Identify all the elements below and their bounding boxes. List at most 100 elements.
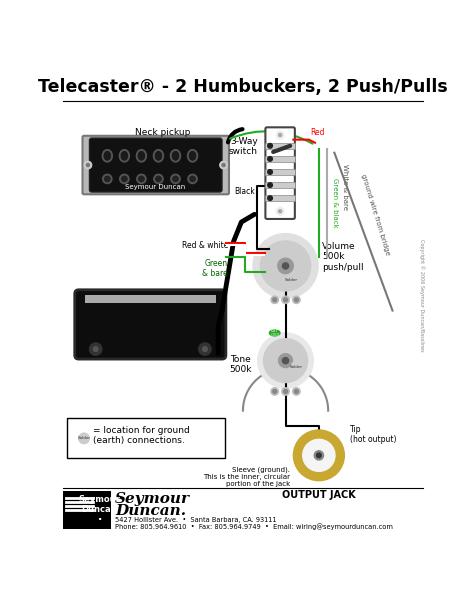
Circle shape — [222, 164, 225, 167]
Ellipse shape — [190, 152, 196, 160]
Ellipse shape — [155, 152, 162, 160]
Circle shape — [273, 389, 277, 394]
Text: Volume
500k
push/pull: Volume 500k push/pull — [322, 242, 364, 271]
Circle shape — [271, 388, 279, 395]
Circle shape — [268, 170, 273, 174]
Text: 5427 Hollister Ave.  •  Santa Barbara, CA. 93111: 5427 Hollister Ave. • Santa Barbara, CA.… — [115, 517, 276, 523]
Circle shape — [173, 176, 178, 181]
Circle shape — [283, 389, 288, 394]
Ellipse shape — [173, 152, 179, 160]
Circle shape — [279, 353, 292, 368]
Circle shape — [188, 174, 197, 183]
Circle shape — [120, 174, 129, 183]
Circle shape — [271, 296, 279, 304]
Circle shape — [268, 183, 273, 187]
Circle shape — [276, 131, 284, 139]
Circle shape — [219, 161, 228, 169]
Ellipse shape — [138, 152, 145, 160]
Text: Telecaster® - 2 Humbuckers, 2 Push/Pulls: Telecaster® - 2 Humbuckers, 2 Push/Pulls — [38, 78, 448, 96]
Text: .: . — [98, 512, 102, 522]
Text: ground wire from bridge: ground wire from bridge — [360, 173, 391, 256]
Circle shape — [294, 431, 344, 480]
Circle shape — [278, 258, 293, 274]
FancyBboxPatch shape — [265, 128, 295, 219]
Text: 3-Way
switch: 3-Way switch — [228, 137, 258, 156]
Text: Solder: Solder — [290, 365, 303, 369]
Circle shape — [261, 241, 310, 291]
Circle shape — [283, 358, 289, 364]
Circle shape — [268, 156, 273, 161]
Circle shape — [268, 144, 273, 148]
Text: Red: Red — [310, 128, 325, 137]
Circle shape — [314, 450, 324, 460]
Circle shape — [279, 210, 282, 213]
Circle shape — [258, 333, 313, 388]
Circle shape — [292, 296, 300, 304]
Ellipse shape — [102, 150, 112, 162]
Circle shape — [171, 174, 180, 183]
FancyBboxPatch shape — [67, 418, 225, 458]
Circle shape — [90, 343, 102, 355]
Circle shape — [93, 347, 98, 352]
Circle shape — [199, 343, 211, 355]
Circle shape — [279, 134, 282, 137]
Circle shape — [264, 339, 307, 382]
FancyBboxPatch shape — [82, 136, 229, 194]
Bar — [63, 491, 111, 530]
Circle shape — [294, 389, 298, 394]
Circle shape — [273, 298, 277, 302]
Bar — [265, 195, 295, 201]
FancyBboxPatch shape — [75, 290, 226, 359]
Text: Black: Black — [234, 187, 255, 196]
Ellipse shape — [154, 150, 164, 162]
Text: OUTPUT JACK: OUTPUT JACK — [282, 490, 356, 500]
Text: Red & white: Red & white — [182, 241, 228, 250]
FancyBboxPatch shape — [90, 138, 222, 192]
Text: Green
& bare: Green & bare — [202, 259, 228, 278]
Text: Tip
(hot output): Tip (hot output) — [350, 425, 396, 444]
Circle shape — [156, 176, 161, 181]
Text: Solder: Solder — [77, 437, 91, 440]
Text: = location for ground
(earth) connections.: = location for ground (earth) connection… — [93, 426, 190, 445]
Ellipse shape — [269, 330, 280, 336]
Text: Duncan.: Duncan. — [115, 504, 186, 518]
Bar — [265, 143, 295, 149]
Circle shape — [286, 274, 297, 285]
Circle shape — [268, 196, 273, 201]
Text: 047
.050: 047 .050 — [270, 329, 279, 337]
Circle shape — [294, 298, 298, 302]
Bar — [85, 295, 216, 303]
Text: Solder: Solder — [285, 278, 298, 282]
Circle shape — [291, 361, 302, 372]
Circle shape — [84, 161, 92, 169]
Text: White & bare: White & bare — [342, 164, 348, 210]
Text: Neck pickup: Neck pickup — [136, 128, 191, 137]
Text: Seymour Duncan: Seymour Duncan — [125, 184, 185, 190]
Circle shape — [292, 388, 300, 395]
Bar — [265, 156, 295, 162]
Ellipse shape — [137, 150, 146, 162]
Circle shape — [79, 433, 90, 444]
Circle shape — [154, 174, 163, 183]
Ellipse shape — [119, 150, 129, 162]
Circle shape — [190, 176, 195, 181]
Circle shape — [283, 263, 289, 269]
Text: Seymour: Seymour — [79, 495, 120, 504]
Bar — [265, 182, 295, 188]
Text: Sleeve (ground).
This is the inner, circular
portion of the jack: Sleeve (ground). This is the inner, circ… — [203, 467, 290, 488]
Circle shape — [282, 388, 290, 395]
Ellipse shape — [188, 150, 198, 162]
Text: Duncan: Duncan — [82, 505, 118, 514]
Circle shape — [139, 176, 144, 181]
Circle shape — [317, 453, 321, 458]
Text: Green & black: Green & black — [332, 178, 338, 228]
Text: Seymour: Seymour — [115, 492, 190, 506]
Circle shape — [105, 176, 110, 181]
Circle shape — [303, 439, 335, 471]
Ellipse shape — [171, 150, 181, 162]
Circle shape — [137, 174, 146, 183]
Circle shape — [202, 347, 207, 352]
Circle shape — [253, 234, 318, 298]
Ellipse shape — [104, 152, 110, 160]
Bar — [265, 169, 295, 175]
